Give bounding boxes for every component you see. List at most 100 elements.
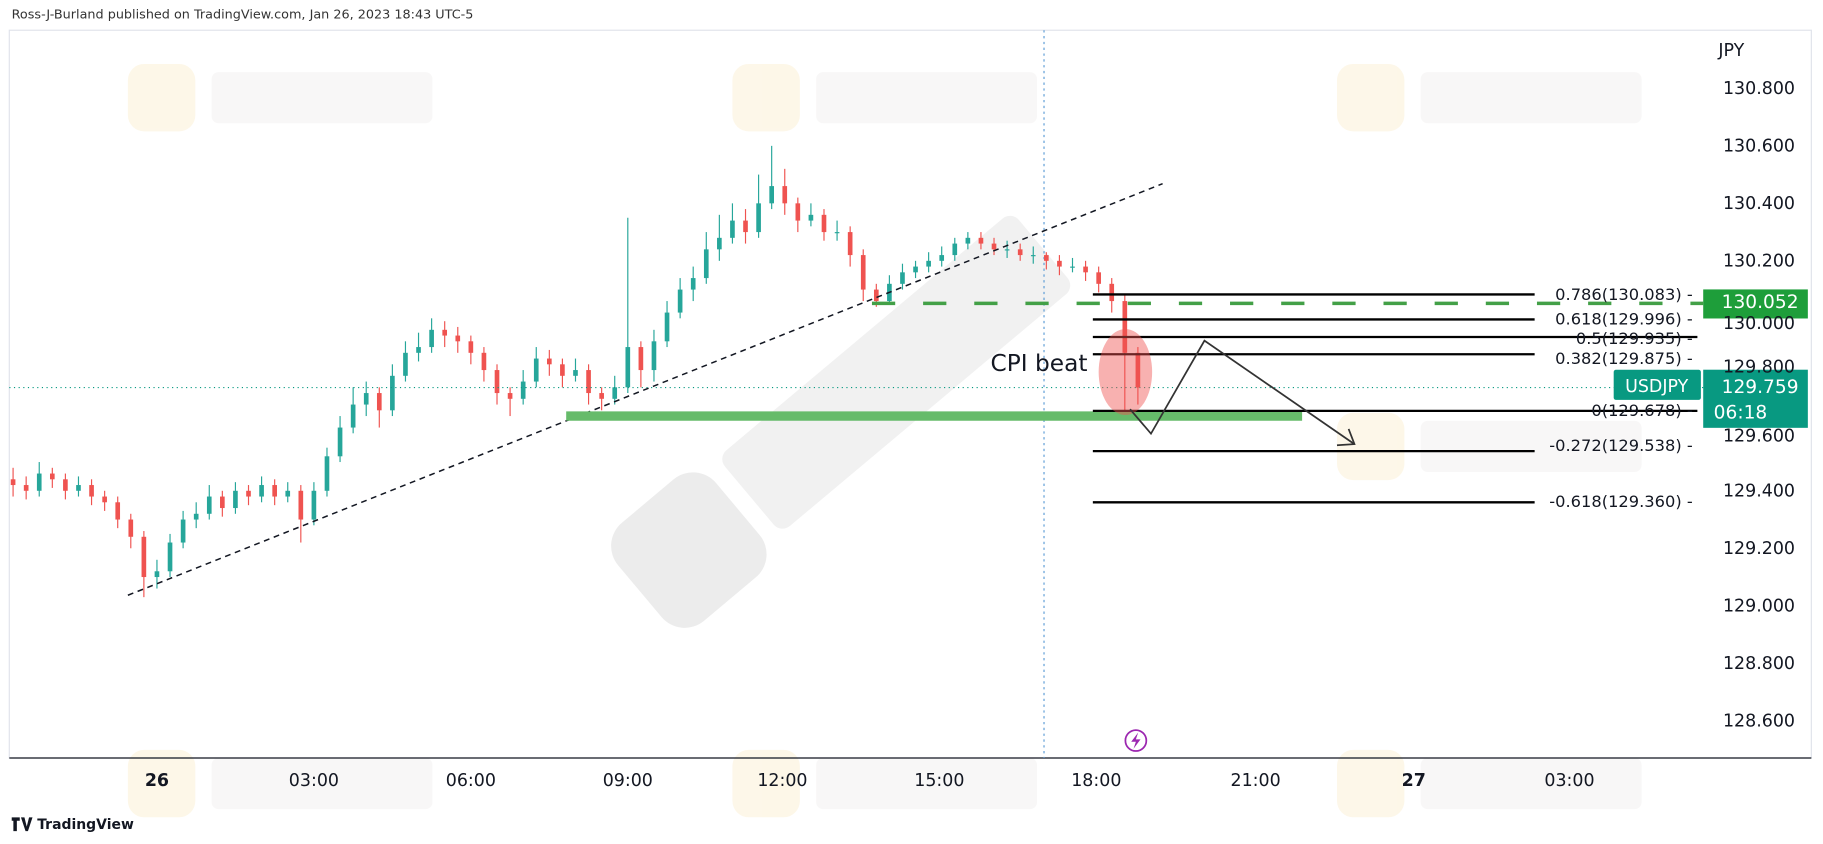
candle bbox=[520, 370, 526, 405]
candle-body bbox=[730, 220, 735, 238]
candle-body bbox=[376, 393, 382, 411]
candle bbox=[913, 260, 918, 279]
x-tick-label: 12:00 bbox=[757, 771, 807, 791]
candle-body bbox=[612, 387, 618, 399]
candle-body bbox=[507, 393, 513, 399]
candle-body bbox=[246, 490, 251, 497]
candle bbox=[651, 329, 657, 382]
fib-level[interactable]: 0.618(129.996) - bbox=[1092, 309, 1693, 328]
candle-body bbox=[89, 485, 94, 497]
trendline[interactable] bbox=[127, 182, 1163, 596]
candle-body bbox=[468, 341, 474, 353]
candle-body bbox=[429, 329, 434, 348]
projection-path[interactable] bbox=[1129, 339, 1355, 445]
candle-body bbox=[128, 519, 134, 537]
candle bbox=[442, 321, 448, 348]
candle-body bbox=[520, 381, 526, 399]
y-tick-label: 128.800 bbox=[1723, 654, 1795, 674]
candle-body bbox=[573, 370, 578, 376]
candle bbox=[900, 263, 905, 290]
candle-body bbox=[533, 358, 539, 382]
y-tick-label: 130.800 bbox=[1723, 79, 1795, 99]
candle-body bbox=[206, 496, 212, 514]
candle bbox=[259, 476, 264, 503]
candle-body bbox=[1004, 249, 1010, 251]
candle bbox=[612, 375, 618, 405]
candle-body bbox=[180, 519, 186, 543]
candle bbox=[272, 479, 277, 506]
candle-body bbox=[638, 347, 644, 371]
fib-label: 0.5(129.935) - bbox=[1576, 329, 1693, 348]
candle-body bbox=[847, 232, 853, 256]
candle-body bbox=[10, 479, 16, 486]
cpi-annotation[interactable]: CPI beat bbox=[991, 350, 1088, 377]
tradingview-footer[interactable]: TradingView bbox=[11, 816, 134, 833]
candle bbox=[821, 209, 827, 241]
candle bbox=[834, 220, 840, 241]
y-tick-label: 129.800 bbox=[1723, 357, 1795, 377]
candle-body bbox=[599, 393, 604, 399]
candle-body bbox=[23, 485, 29, 491]
fib-level[interactable]: 0(129.678) - bbox=[1092, 401, 1698, 420]
candle-body bbox=[743, 220, 748, 233]
candle-body bbox=[769, 186, 775, 204]
y-tick-label: 130.000 bbox=[1723, 314, 1795, 334]
candle bbox=[926, 252, 931, 273]
fib-level[interactable]: -0.618(129.360) - bbox=[1092, 492, 1693, 511]
candle-body bbox=[717, 237, 722, 250]
candle bbox=[1044, 252, 1049, 270]
candle bbox=[847, 226, 853, 267]
lightning-icon[interactable] bbox=[1124, 729, 1148, 752]
candle bbox=[1030, 246, 1036, 264]
candle-body bbox=[494, 370, 500, 394]
candle-body bbox=[1109, 283, 1115, 302]
candle bbox=[533, 347, 539, 388]
candle-body bbox=[677, 289, 683, 313]
fib-level[interactable]: 0.382(129.875) - bbox=[1092, 349, 1693, 368]
candle-body bbox=[1135, 352, 1141, 388]
candle-body bbox=[1070, 266, 1075, 268]
fib-level[interactable]: 0.5(129.935) - bbox=[1092, 329, 1698, 348]
y-tick-label: 129.000 bbox=[1723, 597, 1795, 617]
y-tick-label: 129.400 bbox=[1723, 482, 1795, 502]
candle bbox=[782, 168, 788, 215]
y-tick-label: 130.400 bbox=[1723, 194, 1795, 214]
candle bbox=[481, 347, 487, 382]
candle bbox=[468, 335, 474, 365]
level-price-label: 130.052 bbox=[1703, 289, 1808, 319]
candle bbox=[638, 341, 644, 388]
fib-label: 0.618(129.996) - bbox=[1555, 309, 1693, 328]
candle bbox=[63, 473, 68, 500]
candle-body bbox=[167, 542, 173, 572]
candle-body bbox=[442, 329, 448, 336]
x-tick-label: 06:00 bbox=[446, 771, 496, 791]
tradingview-logo-icon bbox=[11, 817, 33, 832]
fib-level[interactable]: 0.786(130.083) - bbox=[1092, 285, 1693, 304]
fib-level[interactable]: -0.272(129.538) - bbox=[1092, 436, 1693, 455]
candle-body bbox=[821, 214, 827, 233]
candle-body bbox=[808, 214, 814, 221]
y-tick-label: 128.600 bbox=[1723, 712, 1795, 732]
candle bbox=[560, 358, 565, 388]
candle-body bbox=[63, 479, 68, 491]
watermark-logo bbox=[1336, 749, 1642, 818]
candle-body bbox=[481, 352, 487, 371]
tradingview-brand: TradingView bbox=[37, 816, 134, 833]
candle bbox=[887, 275, 892, 304]
candle-body bbox=[586, 370, 591, 394]
candle bbox=[115, 496, 121, 529]
candle bbox=[1017, 243, 1023, 261]
candle bbox=[547, 349, 552, 376]
candle-body bbox=[285, 490, 291, 497]
candle bbox=[756, 174, 761, 238]
x-tick-label: 21:00 bbox=[1230, 771, 1280, 791]
highlight-ellipse[interactable] bbox=[1098, 329, 1153, 416]
candle bbox=[36, 462, 42, 497]
candle-body bbox=[259, 485, 264, 497]
candle bbox=[599, 387, 604, 411]
candle bbox=[337, 416, 343, 463]
candle-body bbox=[49, 473, 55, 480]
candle-body bbox=[703, 249, 709, 279]
